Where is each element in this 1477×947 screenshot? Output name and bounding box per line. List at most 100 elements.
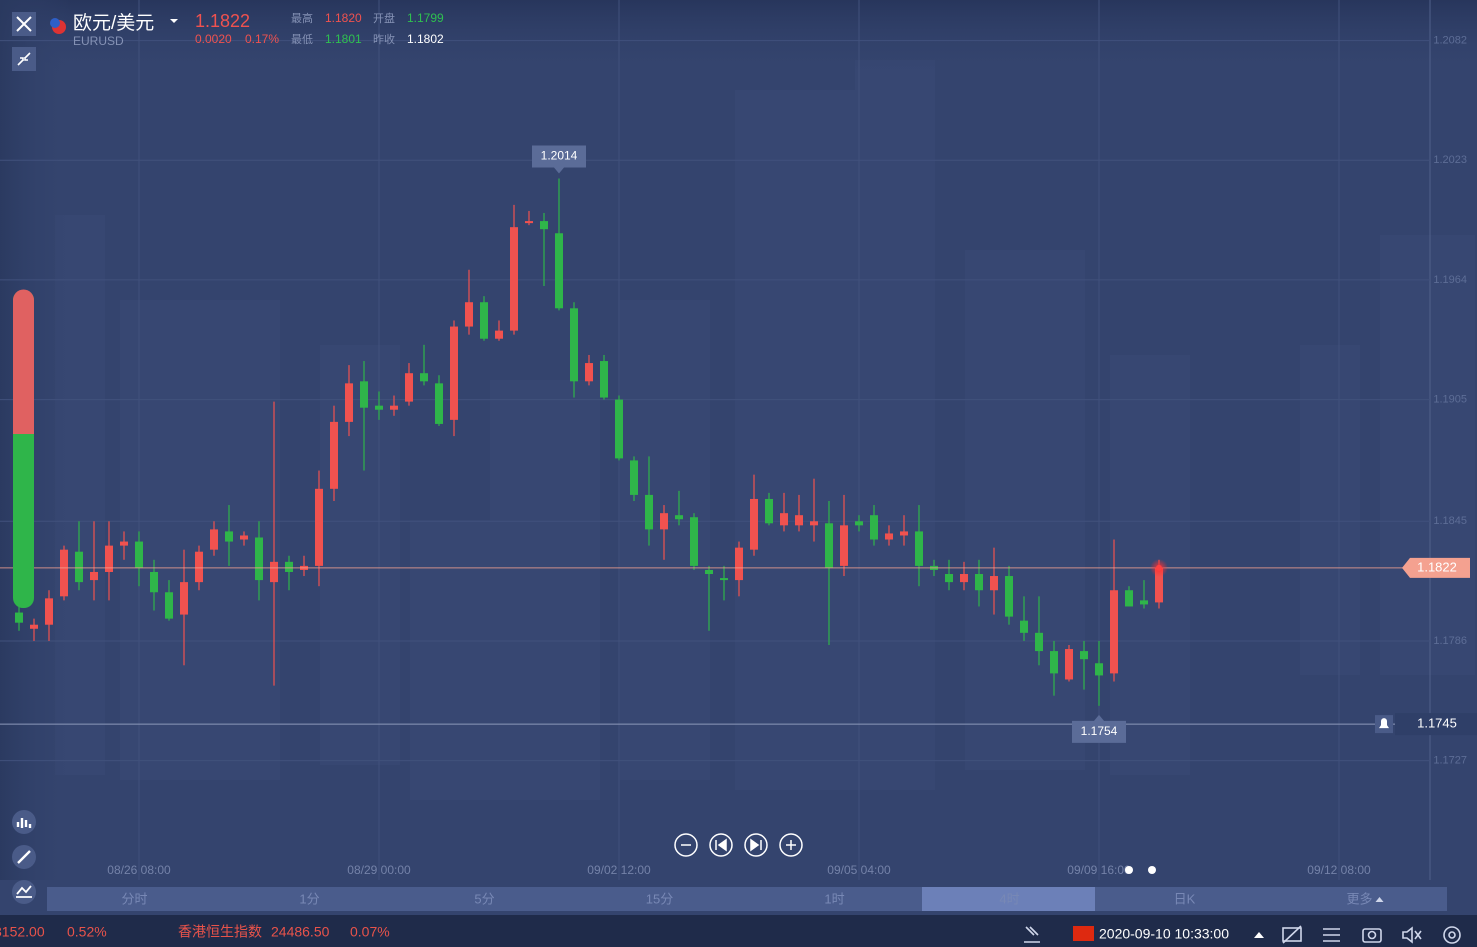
menu-icon[interactable] (1323, 928, 1340, 942)
candle-body (945, 574, 953, 583)
candle-body (165, 592, 173, 619)
zoom-in[interactable] (779, 833, 803, 857)
stat-label: 开盘 (373, 11, 395, 25)
timeframe-tabs: 分时 1分 5分 15分 1时 4时 日K 更多 (121, 887, 1384, 911)
candle-body (660, 513, 668, 530)
alert-bell (1379, 718, 1389, 729)
page-dot[interactable] (1148, 866, 1156, 874)
candle-body (555, 233, 563, 309)
x-tick-label: 09/05 04:00 (827, 863, 891, 877)
plot: 1.2082 1.2023 1.1964 1.1905 1.1845 1.1786 1.17… (0, 0, 1477, 880)
last-price: 1.1822 (195, 11, 250, 31)
more-arrow (1375, 897, 1384, 902)
candle-body (435, 383, 443, 424)
candle-body (645, 494, 653, 530)
y-tick-label: 1.2082 (1433, 34, 1467, 46)
candle-body (1095, 663, 1103, 676)
candle-body (255, 537, 263, 581)
timeframe-tab[interactable]: 更多 (1346, 891, 1372, 906)
timeframe-tab[interactable]: 分时 (121, 891, 147, 906)
page-dot[interactable] (1125, 866, 1133, 874)
timeframe-active (922, 887, 1095, 911)
timeframe-tab[interactable]: 15分 (646, 891, 673, 906)
close-icon (16, 16, 32, 32)
candle-body (135, 541, 143, 568)
scroll-end[interactable] (744, 833, 768, 857)
screen-icon[interactable] (1282, 927, 1302, 942)
stat-value: 1.1799 (407, 11, 444, 25)
candle-body (375, 405, 383, 410)
ticker-item: 24486.50 (271, 924, 330, 940)
candle-body (570, 308, 578, 382)
candle-body (720, 578, 728, 581)
timeframe-tab[interactable]: 1时 (824, 891, 844, 906)
candle-body (705, 569, 713, 575)
y-tick-label: 1.1727 (1433, 755, 1467, 767)
candle-body (420, 373, 428, 382)
timeframe-tab[interactable]: 4时 (999, 891, 1019, 906)
candle-body (180, 582, 188, 615)
candle-body (15, 612, 23, 623)
settings-icon[interactable] (1443, 926, 1461, 944)
price-change: 0.0020 (195, 32, 232, 46)
y-tick-label: 1.1905 (1433, 393, 1467, 405)
candle-body (690, 517, 698, 566)
scroll-start[interactable] (709, 833, 733, 857)
indicator-button[interactable] (12, 810, 36, 834)
zoom-out[interactable] (674, 833, 698, 857)
status-icons (1024, 925, 1461, 944)
candle-body (330, 421, 338, 489)
price-change-pct: 0.17% (245, 32, 279, 46)
y-tick-label: 1.1845 (1433, 515, 1467, 527)
candle-body (285, 561, 293, 572)
link-icon[interactable] (1024, 926, 1040, 943)
alert-tag-label: 1.1745 (1417, 716, 1457, 731)
flag-icon-eu (50, 18, 60, 28)
timeframe-tab[interactable]: 5分 (474, 891, 494, 906)
y-tick-label: 1.1786 (1433, 635, 1467, 647)
candle-body (315, 488, 323, 566)
candle-body (1035, 632, 1043, 652)
high-marker-label: 1.2014 (541, 149, 578, 163)
symbol[interactable]: 欧元/美元 (73, 12, 154, 34)
mute-icon[interactable] (1402, 926, 1422, 944)
candle-body (120, 541, 128, 546)
status-bar (0, 915, 1477, 947)
candle-body (525, 221, 533, 224)
candle-body (975, 574, 983, 591)
candle-body (30, 624, 38, 629)
candle-body (780, 513, 788, 526)
ticker-item: 3152.00 (0, 924, 45, 940)
x-tick-label: 09/12 08:00 (1307, 863, 1371, 877)
candle-body (465, 302, 473, 327)
camera-icon[interactable] (1362, 928, 1382, 943)
high-marker (532, 145, 586, 174)
candle-body (450, 326, 458, 420)
candle-body (360, 381, 368, 408)
candle-body (615, 399, 623, 459)
left-shade (0, 0, 72, 880)
cn-flag (1073, 926, 1094, 941)
candle-body (210, 529, 218, 550)
candle-body (1050, 651, 1058, 674)
candle-body (600, 361, 608, 398)
candle-body (795, 515, 803, 526)
shrink-button[interactable] (12, 47, 36, 71)
ticker-item: 0.52% (67, 924, 107, 940)
indicator-icon (16, 818, 32, 828)
candle-body (1125, 590, 1133, 607)
symbol-dropdown[interactable] (170, 19, 178, 23)
candle-body (405, 373, 413, 402)
candle-body (150, 571, 158, 593)
candle-body (45, 598, 53, 625)
stat-label: 最高 (291, 11, 313, 25)
candle-body (735, 547, 743, 581)
expand-arrow[interactable] (1254, 932, 1264, 938)
candle-body (765, 498, 773, 524)
timeframe-tab[interactable]: 日K (1174, 891, 1196, 906)
timeframe-tab[interactable]: 1分 (299, 891, 319, 906)
draw-icon (17, 850, 31, 864)
compare-button[interactable] (12, 880, 36, 904)
